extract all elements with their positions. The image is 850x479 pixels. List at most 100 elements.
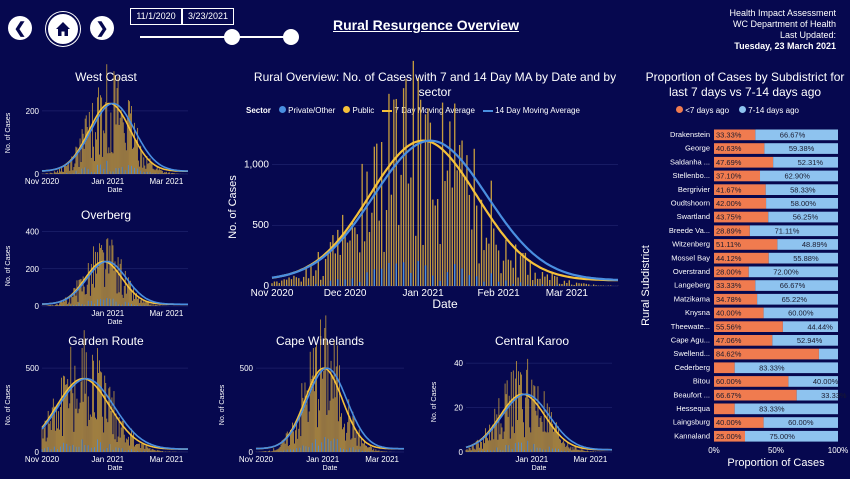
bar-private	[115, 301, 117, 306]
back-button[interactable]: ❮	[8, 16, 32, 40]
bar-private	[395, 263, 397, 286]
bar-public	[300, 436, 302, 452]
subdistrict-label: Bitou	[693, 377, 710, 386]
bar-public	[104, 286, 106, 306]
bar-private	[366, 272, 368, 286]
bar-public	[45, 173, 47, 174]
bar-public	[303, 408, 305, 452]
legend-ma7[interactable]: 7 Day Moving Average	[382, 106, 475, 115]
bar-public	[128, 101, 130, 174]
bar-public	[590, 451, 591, 452]
bar-public	[59, 168, 60, 174]
bar-public	[454, 103, 456, 286]
legend-public[interactable]: Public	[343, 106, 374, 115]
bar-public	[502, 260, 505, 286]
label-seven-days: 40.63%	[716, 144, 742, 153]
bar-public	[348, 399, 350, 452]
bar-fourteen-days	[766, 198, 838, 209]
y-tick-label: 40	[454, 359, 463, 368]
bar-public	[363, 440, 365, 452]
bar-public	[535, 410, 537, 452]
bar-public	[325, 315, 327, 452]
bar-public	[374, 451, 376, 452]
legend-fourteen-days[interactable]: 7-14 days ago	[739, 106, 799, 115]
bar-private	[432, 275, 434, 286]
bar-public	[370, 446, 372, 452]
chart-garden_route: 0 500 Nov 2020 Jan 2021 Mar 2021 Date No. of C…	[5, 330, 189, 472]
bar-public	[57, 428, 58, 452]
bar-public	[68, 302, 70, 306]
bar-public	[122, 418, 124, 452]
bar-public	[269, 450, 270, 452]
bar-public	[542, 431, 544, 452]
bar-public	[76, 398, 78, 452]
date-slider-start-handle[interactable]	[224, 29, 240, 45]
bar-public	[84, 118, 86, 174]
bar-public	[144, 448, 146, 452]
bar-public	[283, 279, 285, 286]
bar-public	[544, 431, 546, 452]
bar-public	[375, 449, 377, 452]
bar-public	[466, 448, 468, 452]
bar-public	[477, 443, 479, 452]
bar-public	[335, 366, 337, 452]
label-seven-days: 33.33%	[716, 281, 742, 290]
bar-public	[127, 277, 129, 306]
legend-private[interactable]: Private/Other	[278, 106, 335, 115]
date-end-field[interactable]: 3/23/2021	[182, 8, 234, 25]
bar-public	[341, 413, 342, 452]
legend-ma14[interactable]: 14 Day Moving Average	[482, 106, 580, 115]
subdistrict-label: Mossel Bay	[671, 253, 710, 262]
bar-public	[298, 428, 300, 452]
bar-public	[55, 304, 57, 306]
legend-seven-days[interactable]: <7 days ago	[676, 106, 729, 115]
bar-public	[283, 440, 285, 452]
bar-private	[81, 304, 83, 306]
bar-public	[100, 247, 102, 306]
overberg-title: Overberg	[80, 208, 132, 222]
bar-public	[338, 365, 340, 452]
bar-public	[143, 299, 145, 306]
bar-public	[407, 183, 410, 286]
bar-public	[130, 113, 131, 174]
date-slider-track[interactable]	[140, 36, 292, 38]
date-slider-end-handle[interactable]	[283, 29, 299, 45]
bar-public	[89, 295, 91, 306]
bar-private	[78, 173, 80, 174]
x-axis-label: Date	[323, 465, 338, 472]
bar-public	[380, 141, 383, 286]
x-tick-label: Mar 2021	[150, 455, 184, 464]
bar-public	[99, 154, 100, 174]
bar-public	[578, 283, 580, 286]
home-button[interactable]	[46, 12, 80, 46]
bar-public	[80, 162, 82, 174]
bar-public	[439, 244, 441, 286]
bar-private	[358, 449, 360, 452]
bar-public	[77, 413, 79, 452]
bar-private	[100, 442, 102, 452]
bar-private	[112, 449, 114, 452]
bar-fourteen-days	[760, 170, 838, 182]
bar-public	[91, 102, 93, 174]
bar-private	[545, 449, 547, 452]
date-start-field[interactable]: 11/1/2020	[130, 8, 182, 25]
legend-seven-label: <7 days ago	[685, 106, 730, 115]
bar-public	[293, 275, 295, 286]
bar-public	[278, 283, 280, 286]
bar-public	[275, 450, 277, 452]
subdistrict-label: Matzikama	[674, 294, 711, 303]
bar-public	[72, 170, 74, 174]
bar-public	[44, 420, 46, 452]
bar-private	[94, 447, 95, 452]
bar-public	[65, 297, 67, 306]
forward-button[interactable]: ❯	[90, 16, 114, 40]
ma14-line	[42, 102, 188, 172]
bar-private	[311, 442, 313, 452]
bar-private	[361, 450, 363, 452]
bar-private	[131, 449, 132, 452]
bar-private	[293, 449, 294, 452]
bar-public	[95, 132, 96, 174]
bar-seven-days	[714, 239, 778, 250]
x-tick-label: Jan 2021	[91, 309, 124, 318]
